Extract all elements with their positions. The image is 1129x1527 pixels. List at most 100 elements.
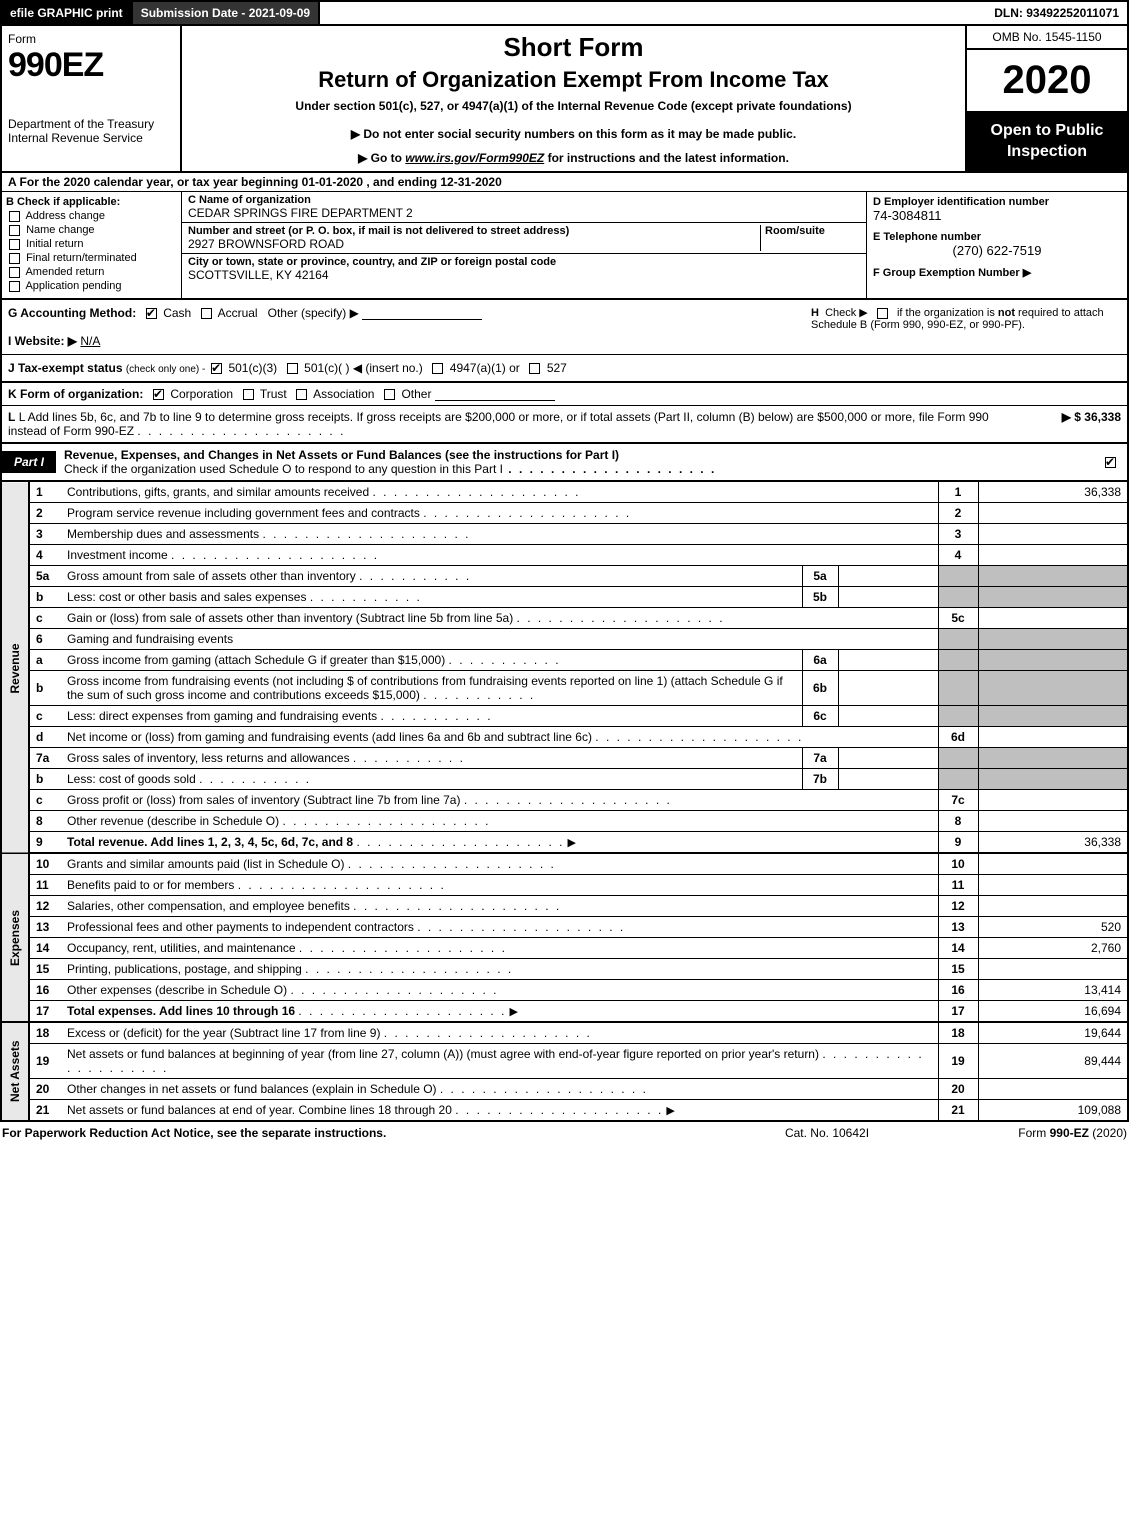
J-4947-checkbox[interactable] bbox=[432, 363, 443, 374]
line-number: 13 bbox=[29, 917, 61, 938]
inner-box-value bbox=[838, 769, 938, 790]
table-row: 14Occupancy, rent, utilities, and mainte… bbox=[1, 938, 1128, 959]
val-col bbox=[978, 853, 1128, 875]
inner-box-label: 5b bbox=[802, 587, 838, 608]
open-to-public: Open to Public Inspection bbox=[967, 113, 1127, 171]
num-col: 2 bbox=[938, 503, 978, 524]
J-501c3-checkbox[interactable] bbox=[211, 363, 222, 374]
table-row: cLess: direct expenses from gaming and f… bbox=[1, 706, 1128, 727]
B-opt-initial-return[interactable]: Initial return bbox=[6, 238, 177, 250]
line-desc: Excess or (deficit) for the year (Subtra… bbox=[61, 1022, 938, 1044]
line-number: 11 bbox=[29, 875, 61, 896]
num-col-shaded bbox=[938, 566, 978, 587]
line-number: 6 bbox=[29, 629, 61, 650]
omb-number: OMB No. 1545-1150 bbox=[967, 26, 1127, 50]
num-col: 20 bbox=[938, 1079, 978, 1100]
header-right: OMB No. 1545-1150 2020 Open to Public In… bbox=[967, 26, 1127, 171]
line-desc: Less: direct expenses from gaming and fu… bbox=[61, 706, 802, 727]
subtitle-code: Under section 501(c), 527, or 4947(a)(1)… bbox=[192, 99, 955, 113]
line-desc: Gross profit or (loss) from sales of inv… bbox=[61, 790, 938, 811]
val-col bbox=[978, 524, 1128, 545]
J-527-checkbox[interactable] bbox=[529, 363, 540, 374]
C-name-row: C Name of organization CEDAR SPRINGS FIR… bbox=[182, 192, 866, 223]
K-other-input[interactable] bbox=[435, 400, 555, 401]
val-col bbox=[978, 790, 1128, 811]
C-street-row: Number and street (or P. O. box, if mail… bbox=[182, 223, 866, 254]
B-opt-application-pending[interactable]: Application pending bbox=[6, 280, 177, 292]
part-I-scheduleO-checkbox[interactable] bbox=[1105, 457, 1116, 468]
B-opt-name-change[interactable]: Name change bbox=[6, 224, 177, 236]
header-left: Form 990EZ Department of the Treasury In… bbox=[2, 26, 182, 171]
val-col bbox=[978, 608, 1128, 629]
line-desc: Investment income bbox=[61, 545, 938, 566]
num-col: 9 bbox=[938, 832, 978, 854]
table-row: cGross profit or (loss) from sales of in… bbox=[1, 790, 1128, 811]
K-corp-checkbox[interactable] bbox=[153, 389, 164, 400]
department-label: Department of the Treasury Internal Reve… bbox=[8, 117, 174, 145]
K-label: K Form of organization: bbox=[8, 387, 143, 401]
E-tel-label: E Telephone number bbox=[873, 231, 1121, 243]
table-row: 9Total revenue. Add lines 1, 2, 3, 4, 5c… bbox=[1, 832, 1128, 854]
efile-label[interactable]: efile GRAPHIC print bbox=[2, 2, 133, 24]
goto-line: ▶ Go to www.irs.gov/Form990EZ for instru… bbox=[192, 151, 955, 165]
G-accrual-checkbox[interactable] bbox=[201, 308, 212, 319]
line-desc: Total expenses. Add lines 10 through 16 bbox=[61, 1001, 938, 1023]
num-col-shaded bbox=[938, 671, 978, 706]
B-heading: B Check if applicable: bbox=[6, 196, 177, 208]
val-col: 13,414 bbox=[978, 980, 1128, 1001]
K-trust-checkbox[interactable] bbox=[243, 389, 254, 400]
inner-box-value bbox=[838, 671, 938, 706]
num-col: 17 bbox=[938, 1001, 978, 1023]
H-text: H Check ▶ if the organization is not req… bbox=[801, 306, 1121, 348]
val-col bbox=[978, 811, 1128, 832]
table-row: 21Net assets or fund balances at end of … bbox=[1, 1100, 1128, 1122]
submission-date: Submission Date - 2021-09-09 bbox=[133, 2, 320, 24]
form-header: Form 990EZ Department of the Treasury In… bbox=[0, 26, 1129, 173]
line-number: 20 bbox=[29, 1079, 61, 1100]
B-opt-final-return[interactable]: Final return/terminated bbox=[6, 252, 177, 264]
header-middle: Short Form Return of Organization Exempt… bbox=[182, 26, 967, 171]
B-opt-address-change[interactable]: Address change bbox=[6, 210, 177, 222]
line-number: 12 bbox=[29, 896, 61, 917]
line-number: 14 bbox=[29, 938, 61, 959]
inner-box-value bbox=[838, 650, 938, 671]
val-col bbox=[978, 503, 1128, 524]
val-col-shaded bbox=[978, 566, 1128, 587]
line-desc: Other revenue (describe in Schedule O) bbox=[61, 811, 938, 832]
line-desc: Professional fees and other payments to … bbox=[61, 917, 938, 938]
G-other-input[interactable] bbox=[362, 319, 482, 320]
table-row: Revenue1Contributions, gifts, grants, an… bbox=[1, 482, 1128, 503]
line-desc: Gross income from fundraising events (no… bbox=[61, 671, 802, 706]
tax-year: 2020 bbox=[967, 50, 1127, 113]
K-assoc-checkbox[interactable] bbox=[296, 389, 307, 400]
line-number: 15 bbox=[29, 959, 61, 980]
top-bar: efile GRAPHIC print Submission Date - 20… bbox=[0, 0, 1129, 26]
val-col-shaded bbox=[978, 587, 1128, 608]
line-desc: Benefits paid to or for members bbox=[61, 875, 938, 896]
G-cash-checkbox[interactable] bbox=[146, 308, 157, 319]
line-desc: Gross sales of inventory, less returns a… bbox=[61, 748, 802, 769]
num-col: 12 bbox=[938, 896, 978, 917]
K-other-checkbox[interactable] bbox=[384, 389, 395, 400]
row-G-H: G Accounting Method: Cash Accrual Other … bbox=[2, 300, 1127, 355]
num-col: 16 bbox=[938, 980, 978, 1001]
inner-box-label: 7a bbox=[802, 748, 838, 769]
org-street: 2927 BROWNSFORD ROAD bbox=[188, 237, 344, 251]
num-col: 10 bbox=[938, 853, 978, 875]
val-col-shaded bbox=[978, 650, 1128, 671]
val-col: 109,088 bbox=[978, 1100, 1128, 1122]
table-row: 2Program service revenue including gover… bbox=[1, 503, 1128, 524]
H-checkbox[interactable] bbox=[877, 308, 888, 319]
num-col-shaded bbox=[938, 748, 978, 769]
val-col bbox=[978, 959, 1128, 980]
I-website: N/A bbox=[80, 334, 100, 348]
B-opt-amended-return[interactable]: Amended return bbox=[6, 266, 177, 278]
num-col: 14 bbox=[938, 938, 978, 959]
irs-link[interactable]: www.irs.gov/Form990EZ bbox=[405, 151, 544, 165]
E-tel: (270) 622-7519 bbox=[873, 243, 1121, 258]
form-number: 990EZ bbox=[8, 46, 174, 85]
J-501c-checkbox[interactable] bbox=[287, 363, 298, 374]
line-desc: Gross income from gaming (attach Schedul… bbox=[61, 650, 802, 671]
side-label: Revenue bbox=[1, 482, 29, 854]
num-col: 6d bbox=[938, 727, 978, 748]
